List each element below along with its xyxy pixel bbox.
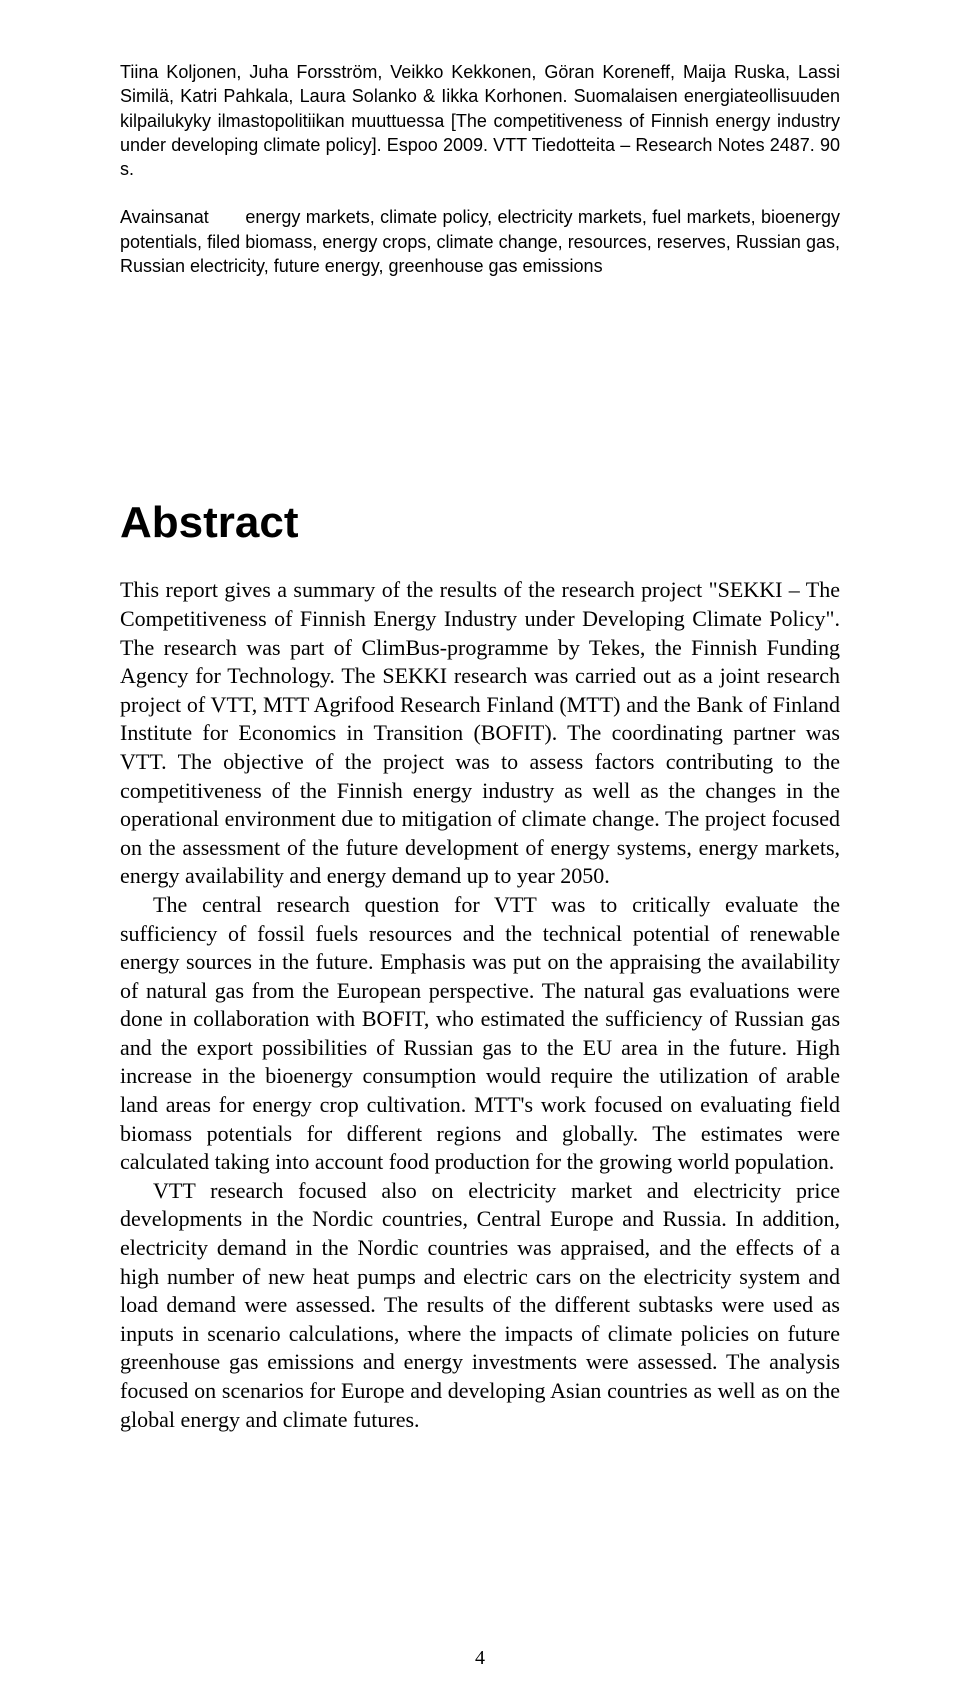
abstract-body: This report gives a summary of the resul… (120, 576, 840, 1434)
keywords-label: Avainsanat (120, 205, 240, 229)
citation-text: Tiina Koljonen, Juha Forsström, Veikko K… (120, 62, 840, 179)
abstract-para-1: This report gives a summary of the resul… (120, 576, 840, 891)
abstract-para-2: The central research question for VTT wa… (120, 891, 840, 1177)
document-page: Tiina Koljonen, Juha Forsström, Veikko K… (0, 0, 960, 1700)
abstract-para-3: VTT research focused also on electricity… (120, 1177, 840, 1434)
abstract-heading: Abstract (120, 498, 840, 548)
page-number: 4 (0, 1647, 960, 1670)
keywords-block: Avainsanat energy markets, climate polic… (120, 205, 840, 278)
citation-block: Tiina Koljonen, Juha Forsström, Veikko K… (120, 60, 840, 181)
